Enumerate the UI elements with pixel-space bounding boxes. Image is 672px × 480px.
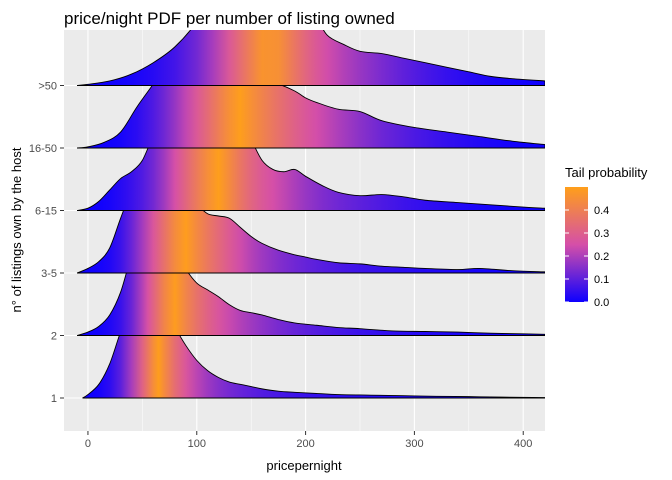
legend: Tail probability 0.0 0.1 0.2 0.3 0.4	[565, 165, 648, 309]
ridge-outline->50	[77, 30, 545, 86]
legend-tick-label: 0.2	[594, 251, 609, 263]
legend-tick-label: 0.4	[594, 205, 609, 217]
y-axis-ticks: 1 2 3-5 6-15 16-50 >50	[29, 81, 64, 405]
y-tick-label: 3-5	[41, 268, 57, 280]
x-tick-label: 100	[188, 438, 206, 450]
y-tick-label: 2	[51, 331, 57, 343]
legend-tick-label: 0.0	[594, 297, 609, 309]
y-tick-label: 1	[51, 393, 57, 405]
ridge-area-3-5	[77, 168, 545, 273]
x-tick-label: 300	[405, 438, 423, 450]
density-ridges	[76, 30, 545, 399]
y-tick-label: >50	[38, 81, 57, 93]
y-tick-label: 16-50	[29, 143, 57, 155]
legend-tick-label: 0.1	[594, 274, 609, 286]
ridge-area->50	[77, 30, 545, 86]
x-tick-label: 400	[514, 438, 532, 450]
x-axis-ticks: 0 100 200 300 400	[85, 431, 532, 450]
x-tick-label: 200	[296, 438, 314, 450]
y-axis-title: n° of listings own by the host	[9, 147, 24, 312]
legend-tick-label: 0.3	[594, 228, 609, 240]
chart-title: price/night PDF per number of listing ow…	[64, 9, 395, 28]
legend-ticks: 0.0 0.1 0.2 0.3 0.4	[565, 205, 609, 309]
ridge-area-2	[77, 224, 545, 336]
x-tick-label: 0	[85, 438, 91, 450]
ridge-area-1	[82, 283, 545, 398]
legend-colorbar	[565, 187, 588, 302]
x-axis-title: pricepernight	[266, 458, 342, 473]
y-tick-label: 6-15	[35, 206, 57, 218]
legend-title: Tail probability	[565, 165, 648, 180]
